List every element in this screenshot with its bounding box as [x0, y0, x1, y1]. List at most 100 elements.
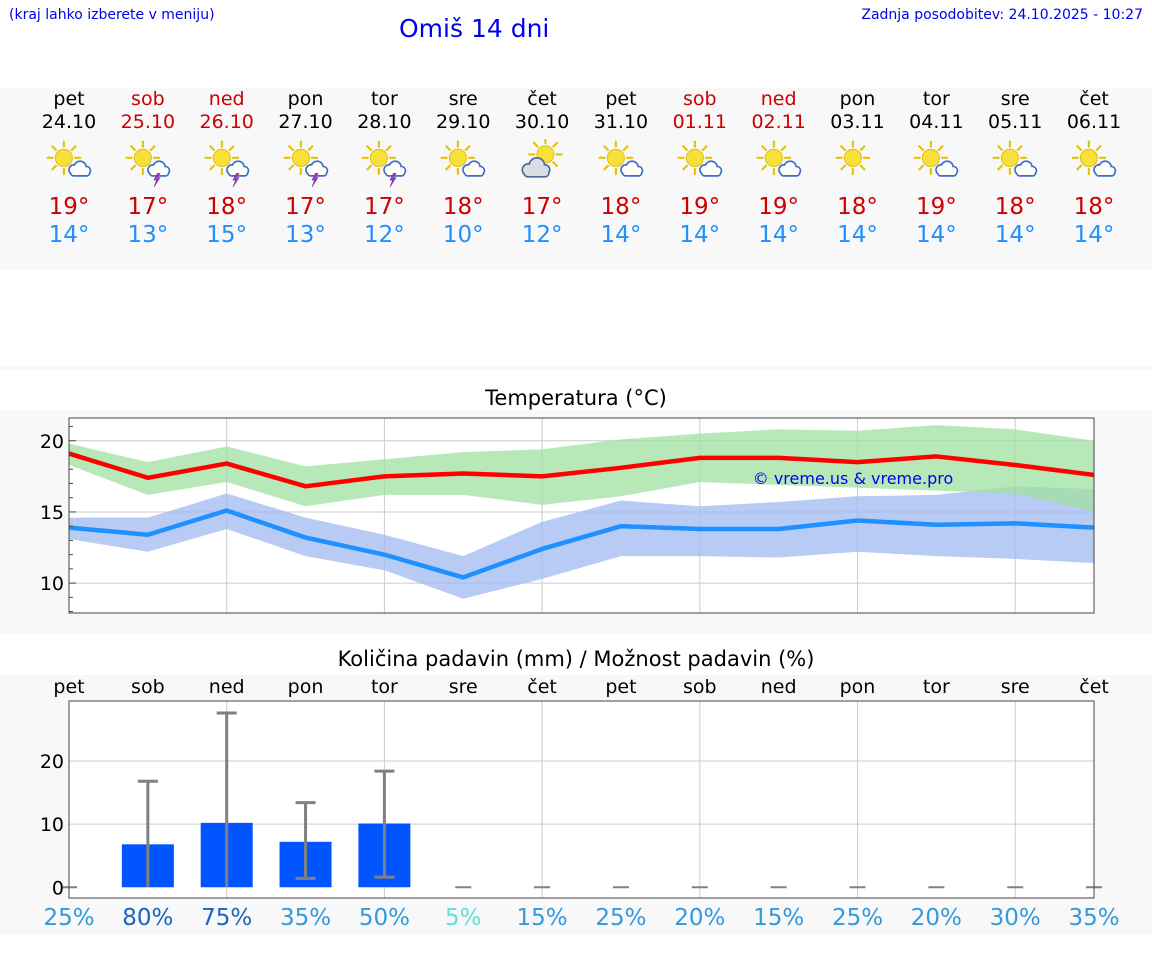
- day-name: pet: [53, 88, 85, 110]
- category-label: čet: [527, 676, 557, 698]
- y-tick-label: 10: [40, 814, 64, 836]
- temperature-chart: 10 15 20 © vreme.us & vreme.pro: [40, 417, 1095, 614]
- min-temp: 14°: [1073, 222, 1115, 248]
- category-label: sre: [449, 676, 478, 698]
- y-tick-label: 20: [40, 751, 64, 773]
- precip-probability: 25%: [595, 905, 647, 931]
- day-name: sob: [131, 88, 165, 110]
- day-name: tor: [922, 88, 950, 110]
- min-temp: 14°: [915, 222, 957, 248]
- category-label: ned: [209, 676, 245, 698]
- day-name: pet: [605, 88, 637, 110]
- max-temp: 18°: [837, 194, 878, 220]
- day-column: pet 31.10 18° 14°: [571, 88, 671, 249]
- category-label: ned: [761, 676, 797, 698]
- precip-probability: 25%: [43, 905, 95, 931]
- sun-cloud-icon: [1071, 140, 1117, 177]
- precip-probability: 75%: [201, 905, 253, 931]
- max-temp: 19°: [758, 194, 800, 220]
- y-tick-label: 10: [40, 573, 64, 595]
- watermark: © vreme.us & vreme.pro: [753, 469, 954, 488]
- precip-probability: 35%: [279, 905, 332, 931]
- precipitation-chart-title: Količina padavin (mm) / Možnost padavin …: [337, 647, 815, 671]
- day-date: 25.10: [120, 111, 176, 133]
- precip-probability: 15%: [753, 905, 805, 931]
- sun-cloud-icon: [913, 140, 959, 177]
- last-updated: Zadnja posodobitev: 24.10.2025 - 10:27: [861, 7, 1143, 23]
- max-temp: 19°: [48, 194, 90, 220]
- max-temp: 18°: [442, 194, 484, 220]
- min-temp: 14°: [758, 222, 800, 248]
- max-temp: 17°: [521, 194, 563, 220]
- day-date: 26.10: [199, 111, 254, 133]
- location-menu-hint[interactable]: (kraj lahko izberete v meniju): [9, 7, 215, 23]
- y-tick-label: 20: [40, 431, 64, 453]
- sun-cloud-icon: [440, 140, 486, 177]
- day-date: 03.11: [830, 111, 885, 133]
- max-temp: 18°: [206, 194, 248, 220]
- category-label: pon: [288, 676, 324, 698]
- day-name: pon: [287, 88, 324, 110]
- day-name: tor: [370, 88, 398, 110]
- day-column: tor 28.10 17° 12°: [334, 88, 434, 249]
- temperature-chart-title: Temperatura (°C): [485, 386, 667, 410]
- category-label: pet: [53, 676, 84, 698]
- precip-probability: 80%: [122, 905, 174, 931]
- precip-probability: 50%: [358, 905, 410, 931]
- precip-probability: 5%: [445, 905, 482, 931]
- precip-probability: 35%: [1068, 905, 1120, 931]
- day-date: 28.10: [357, 111, 412, 133]
- min-temp: 14°: [837, 222, 878, 248]
- max-temp: 18°: [600, 194, 642, 220]
- day-column: ned 26.10 18° 15°: [177, 88, 277, 249]
- day-date: 04.11: [909, 111, 964, 133]
- day-date: 29.10: [436, 111, 491, 133]
- precip-probability: 20%: [910, 905, 962, 931]
- day-date: 01.11: [672, 111, 727, 133]
- min-band: [69, 486, 1095, 599]
- day-column: pon 27.10 17° 13°: [256, 88, 356, 249]
- day-date: 05.11: [987, 111, 1043, 133]
- day-date: 31.10: [593, 111, 649, 133]
- precip-probability: 30%: [989, 905, 1041, 931]
- max-temp: 17°: [364, 194, 405, 220]
- sun-cloud-icon: [46, 140, 92, 177]
- max-temp: 18°: [994, 194, 1036, 220]
- day-column: sob 01.11 19° 14°: [650, 88, 750, 249]
- sun-cloud-icon: [598, 140, 644, 177]
- cloud-sun-icon: [521, 139, 563, 178]
- sun-cloud-thunder-icon: [125, 140, 171, 187]
- max-temp: 17°: [285, 194, 326, 220]
- max-temp: 19°: [679, 194, 721, 220]
- min-temp: 13°: [127, 222, 169, 248]
- max-line: [68, 451, 1095, 489]
- day-column: ned 02.11 19° 14°: [729, 88, 829, 249]
- precip-probability: 25%: [831, 905, 884, 931]
- category-label: tor: [371, 676, 398, 698]
- plot-frame: [68, 700, 1095, 899]
- min-temp: 12°: [364, 222, 405, 248]
- day-date: 24.10: [41, 111, 97, 133]
- min-temp: 14°: [600, 222, 642, 248]
- plot-frame: [68, 417, 1095, 614]
- sun-cloud-thunder-icon: [204, 140, 249, 187]
- day-name: čet: [1079, 88, 1109, 110]
- day-column: sre 29.10 18° 10°: [413, 88, 513, 249]
- day-name: sob: [683, 88, 717, 110]
- category-label: tor: [923, 676, 950, 698]
- category-label: čet: [1079, 676, 1109, 698]
- day-date: 27.10: [278, 111, 333, 133]
- category-label: sob: [131, 676, 165, 698]
- day-name: ned: [208, 88, 245, 110]
- min-temp: 10°: [442, 222, 484, 248]
- max-temp: 17°: [127, 194, 169, 220]
- day-name: ned: [760, 88, 797, 110]
- page-title: Omiš 14 dni: [399, 14, 550, 43]
- day-date: 02.11: [751, 111, 806, 133]
- category-label: pet: [605, 676, 636, 698]
- max-temp: 19°: [915, 194, 957, 220]
- max-temp: 18°: [1073, 194, 1115, 220]
- day-column: sob 25.10 17° 13°: [98, 88, 198, 249]
- day-column: pon 03.11 18° 14°: [808, 88, 908, 249]
- min-temp: 13°: [285, 222, 326, 248]
